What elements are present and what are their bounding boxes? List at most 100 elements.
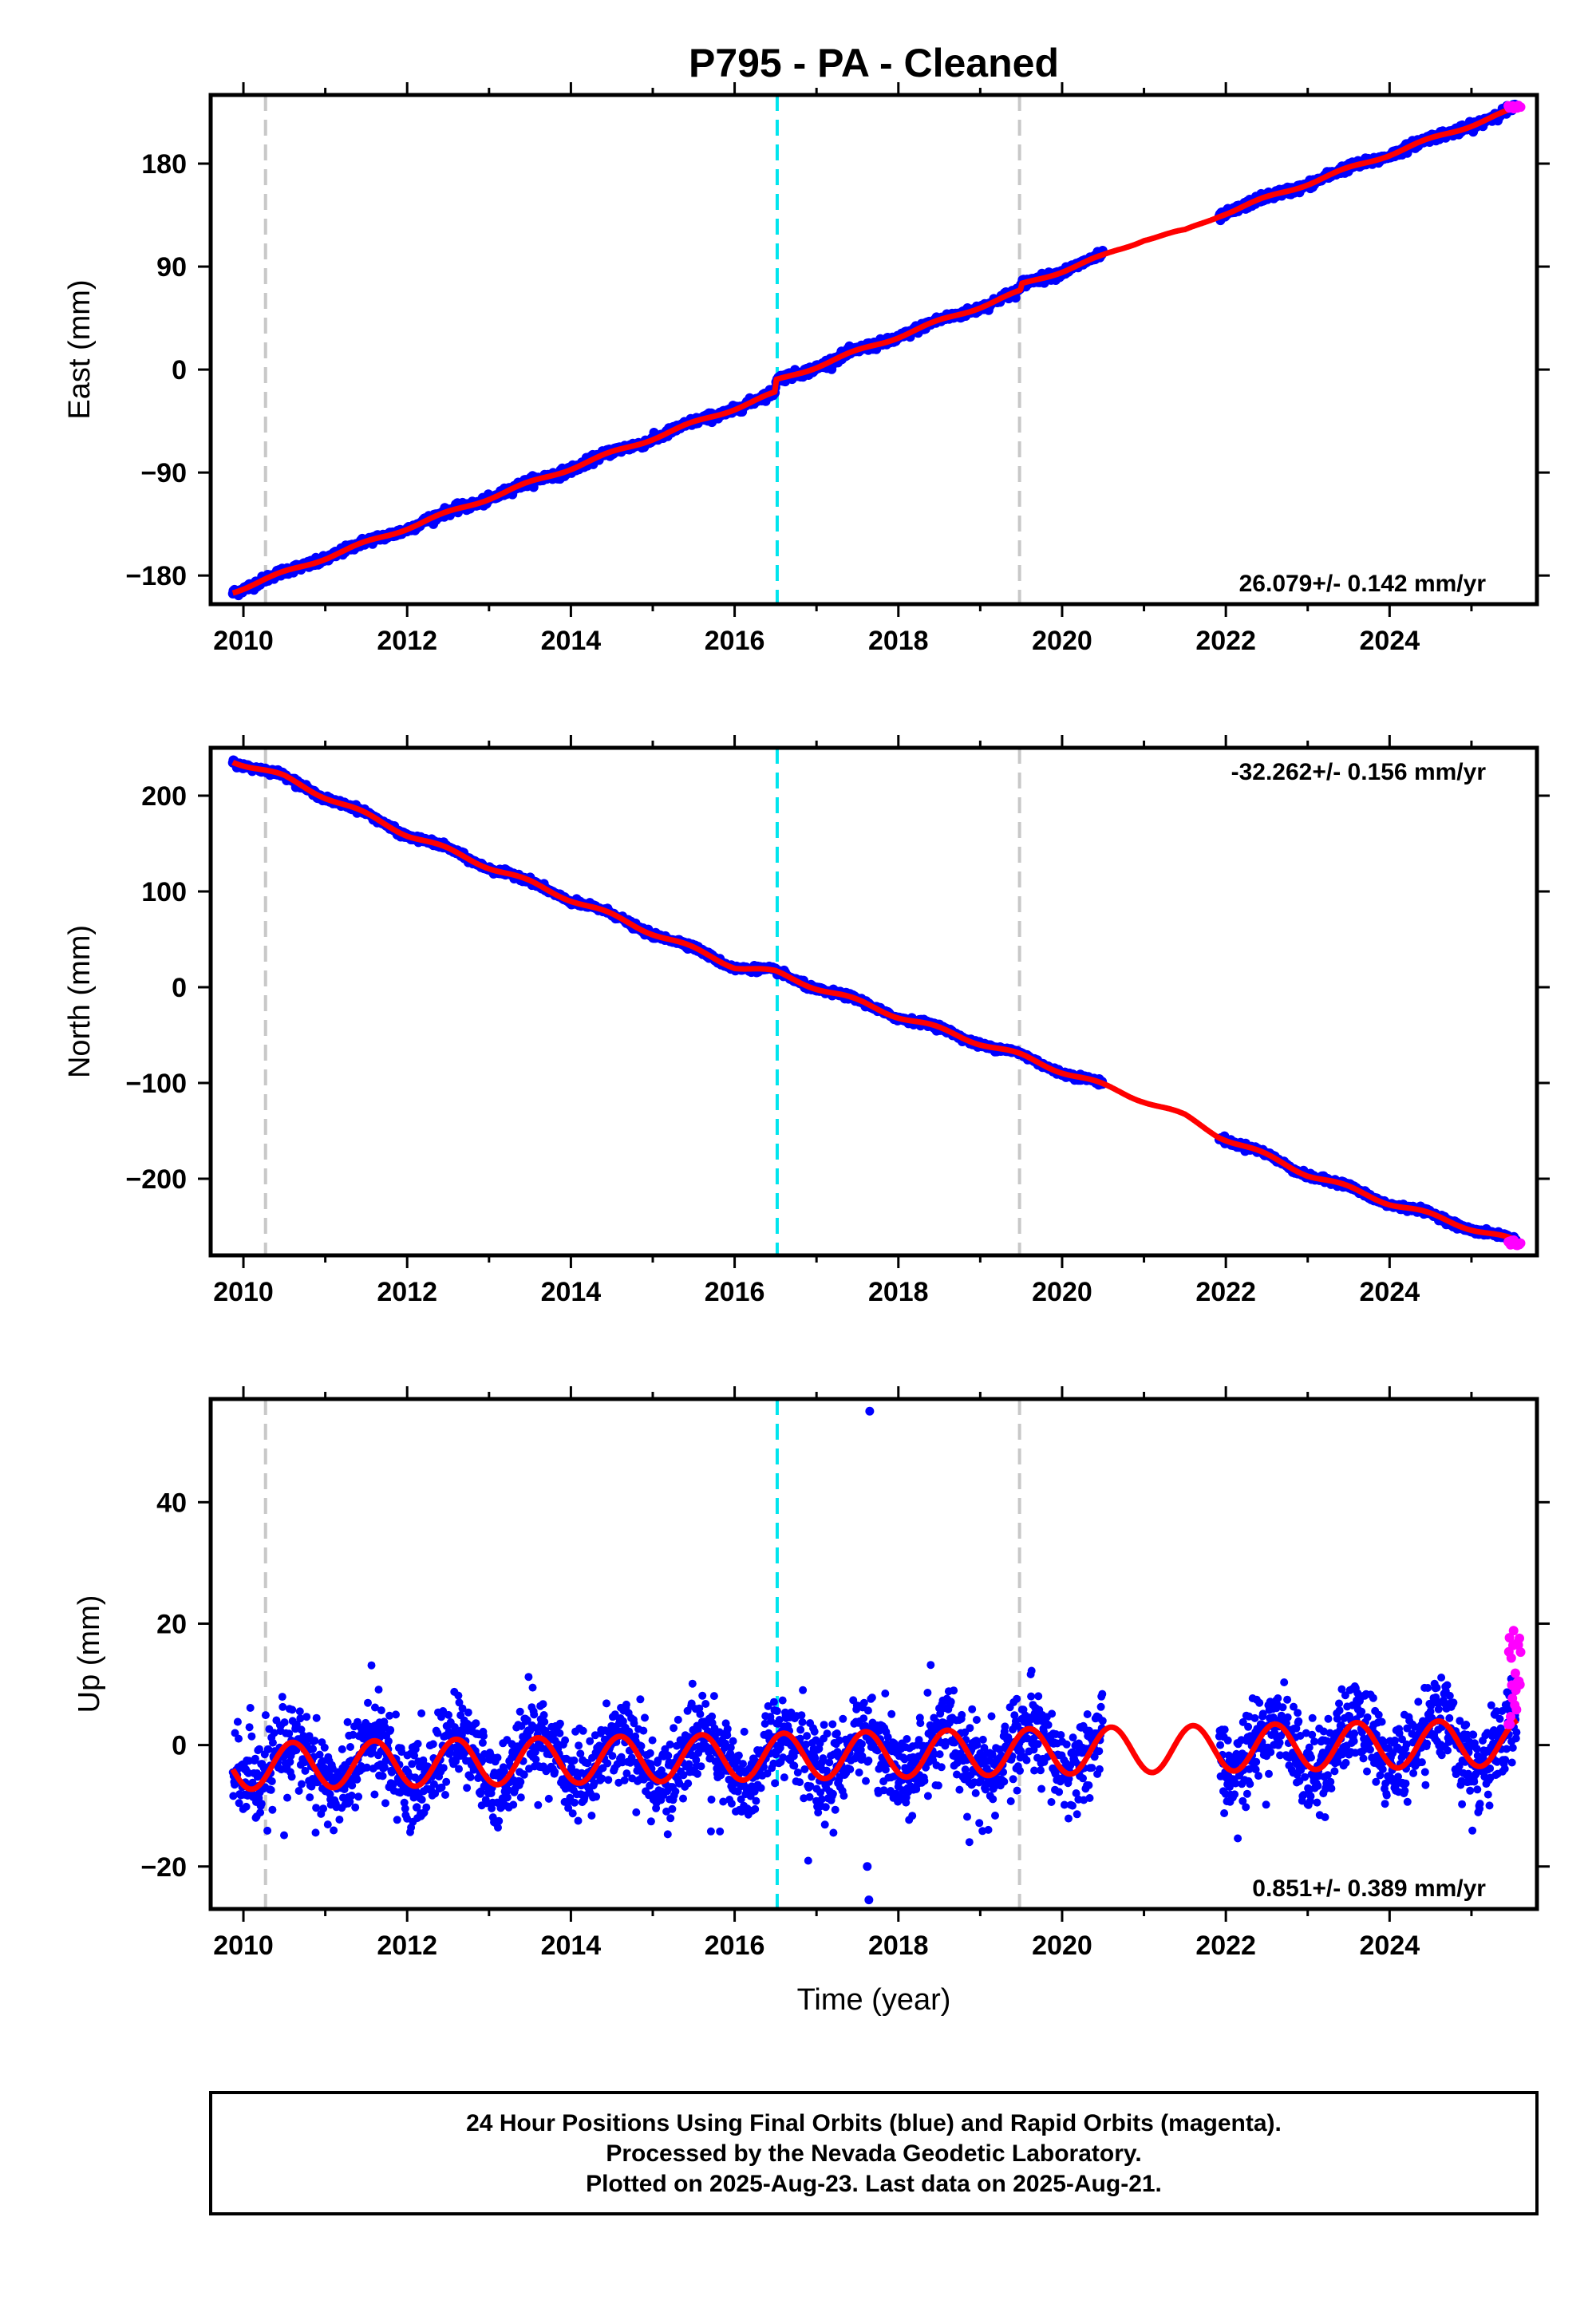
x-tick-label: 2010 — [213, 1277, 274, 1307]
data-point — [464, 1708, 472, 1717]
data-point — [384, 1737, 393, 1745]
data-point — [367, 1661, 376, 1670]
data-point — [246, 1704, 255, 1712]
x-tick-label: 2014 — [541, 626, 602, 656]
data-point — [295, 1707, 304, 1716]
data-point — [374, 1686, 383, 1694]
x-axis: 2010 2012 2014 2016 2018 2020 2022 2024 — [213, 735, 1473, 1307]
data-point — [561, 1736, 570, 1745]
data-point — [555, 1729, 564, 1737]
data-point — [495, 1816, 504, 1825]
data-point — [245, 1723, 254, 1732]
data-point — [516, 1793, 525, 1802]
data-point — [539, 1711, 548, 1719]
data-point — [310, 1737, 319, 1745]
rapid-orbit-points — [1503, 1235, 1526, 1251]
figure-title: P795 - PA - Cleaned — [689, 41, 1059, 85]
data-point — [283, 1793, 291, 1802]
data-point — [242, 1802, 251, 1811]
data-point — [279, 1702, 287, 1711]
data-point — [280, 1718, 289, 1727]
data-point — [306, 1793, 314, 1802]
data-point — [346, 1743, 354, 1751]
data-point — [287, 1773, 296, 1781]
data-point — [530, 1710, 539, 1719]
data-point — [493, 1753, 502, 1762]
data-point — [320, 1743, 329, 1752]
data-point — [335, 1816, 344, 1824]
data-point — [235, 1734, 243, 1743]
plot-area — [227, 95, 1526, 604]
data-point — [347, 1791, 356, 1800]
data-point — [516, 1707, 524, 1716]
data-point — [393, 1816, 401, 1824]
data-point — [503, 1793, 512, 1802]
data-point — [551, 1768, 559, 1777]
x-tick-label: 2012 — [377, 626, 437, 656]
data-point — [528, 1683, 537, 1692]
y-tick-label: 180 — [141, 149, 187, 180]
x-tick-label: 2014 — [541, 1277, 602, 1307]
data-point — [454, 1691, 463, 1700]
data-point — [268, 1805, 277, 1814]
y-tick-label: 100 — [141, 877, 187, 907]
y-tick-label: 0 — [172, 355, 187, 385]
data-point — [353, 1775, 361, 1784]
x-tick-label: 2016 — [705, 1277, 765, 1307]
east-panel: 2010 2012 2014 2016 2018 2020 2022 2024−180−900… — [63, 82, 1550, 656]
y-tick-label: −90 — [140, 458, 187, 488]
y-axis-label: East (mm) — [63, 279, 97, 419]
data-point — [417, 1709, 426, 1717]
data-point — [370, 1790, 379, 1799]
data-point — [381, 1799, 389, 1808]
y-tick-label: 200 — [141, 781, 187, 812]
data-point — [354, 1792, 363, 1801]
data-point — [531, 1755, 540, 1764]
data-point — [466, 1773, 475, 1781]
data-point — [323, 1820, 332, 1829]
data-point — [439, 1764, 448, 1773]
plot-area — [227, 748, 1526, 1255]
x-tick-label: 2022 — [1195, 626, 1256, 656]
x-tick-label: 2018 — [868, 626, 929, 656]
data-point — [351, 1803, 360, 1812]
data-point — [480, 1732, 488, 1741]
y-tick-label: −180 — [125, 561, 187, 591]
data-point — [263, 1826, 272, 1835]
data-point — [429, 1740, 437, 1749]
data-point — [343, 1717, 352, 1726]
x-tick-label: 2024 — [1360, 626, 1420, 656]
data-point — [280, 1831, 288, 1840]
north-panel: 2010 2012 2014 2016 2018 2020 2022 2024−200−100… — [63, 735, 1550, 1307]
data-point — [330, 1826, 338, 1835]
data-point — [309, 1745, 318, 1753]
data-point — [364, 1698, 372, 1707]
data-point — [302, 1713, 311, 1721]
rapid-orbit-points — [1503, 101, 1526, 114]
rapid-point — [1515, 102, 1526, 113]
panel-frame — [208, 93, 1539, 607]
data-point — [298, 1780, 306, 1788]
data-point — [261, 1711, 270, 1720]
data-point — [311, 1828, 320, 1837]
data-point — [257, 1800, 266, 1808]
final-orbit-points — [227, 755, 1521, 1247]
data-point — [555, 1719, 564, 1728]
y-tick-label: 90 — [156, 252, 187, 283]
y-axis: −180 −90 0 90 180 — [125, 149, 1550, 591]
x-tick-label: 2020 — [1032, 1277, 1092, 1307]
y-axis-label: North (mm) — [63, 925, 97, 1078]
data-point — [441, 1791, 449, 1799]
data-point — [392, 1710, 400, 1719]
data-point — [233, 1717, 242, 1726]
data-point — [463, 1784, 472, 1792]
data-point — [524, 1673, 533, 1682]
data-point — [534, 1800, 543, 1809]
x-tick-label: 2010 — [213, 626, 274, 656]
data-point — [319, 1804, 328, 1813]
final-orbit-points — [228, 1406, 1521, 1905]
data-point — [442, 1777, 451, 1786]
y-tick-label: −100 — [125, 1069, 187, 1099]
x-tick-label: 2016 — [705, 626, 765, 656]
